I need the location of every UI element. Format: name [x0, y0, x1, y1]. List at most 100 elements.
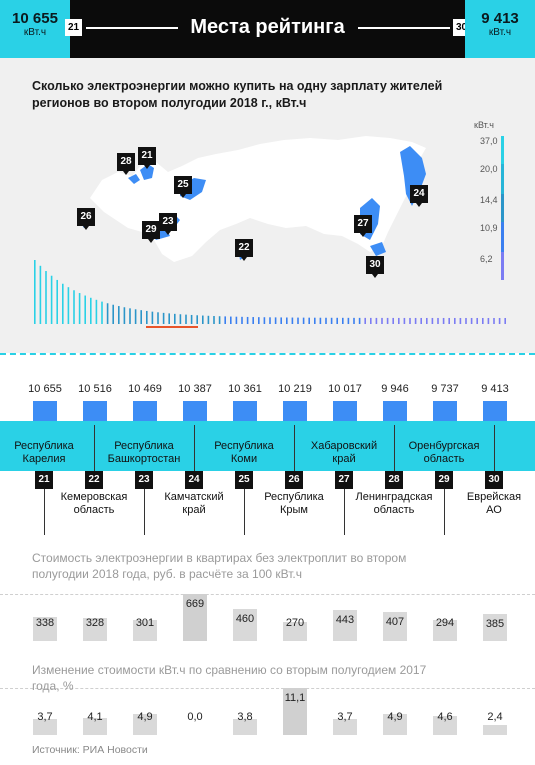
- cost-dashed-line: [0, 594, 535, 595]
- top-bar: [233, 401, 257, 421]
- region-name: Республика Башкортостан: [107, 440, 181, 465]
- distribution-bar: [314, 317, 316, 324]
- bar: [483, 724, 507, 735]
- distribution-bar: [224, 316, 226, 324]
- distribution-bar: [381, 317, 383, 324]
- region-leningrad: [128, 174, 140, 184]
- distribution-bar: [50, 275, 53, 324]
- bar-value-label: 3,8: [237, 711, 253, 723]
- bar: [433, 620, 457, 641]
- distribution-bar: [62, 283, 64, 324]
- connector-line: [244, 489, 245, 535]
- header-right-unit: кВт.ч: [488, 27, 512, 38]
- region-name: Ленинградская область: [355, 491, 433, 516]
- bar-value-label: 460: [235, 612, 255, 625]
- top-bar: [283, 401, 307, 421]
- bar: [33, 617, 57, 641]
- connector-line: [44, 489, 45, 535]
- rank-box: 29: [435, 471, 453, 489]
- page-title: Места рейтинга: [190, 16, 345, 38]
- bar-value-label: 338: [35, 617, 55, 629]
- distribution-bar: [297, 317, 299, 324]
- map-pin-22: 22: [235, 239, 253, 261]
- bar-value-label: 4,9: [387, 711, 403, 723]
- distribution-bar: [426, 317, 428, 324]
- distribution-bar: [73, 290, 75, 324]
- top-bar: [433, 401, 457, 421]
- bar-value-label: 669: [185, 598, 205, 610]
- distribution-bar: [504, 317, 506, 324]
- top-bar: [333, 401, 357, 421]
- bar-value-label: 407: [385, 616, 405, 629]
- distribution-bar: [123, 307, 126, 324]
- distribution-bar: [185, 314, 187, 324]
- map-pin-29: 29: [142, 221, 160, 243]
- region-name: Республика Коми: [214, 440, 274, 465]
- map-pin-26: 26: [77, 208, 95, 230]
- top-bar: [83, 401, 107, 421]
- distribution-bar: [134, 309, 137, 324]
- header-right-value-box: 9 413 кВт.ч: [465, 0, 535, 58]
- top-bar: [383, 401, 407, 421]
- connector-line: [394, 425, 395, 471]
- scale-label-4: 10,9: [480, 223, 498, 233]
- distribution-bar: [319, 317, 322, 324]
- bar: [283, 688, 307, 735]
- scale-label-2: 20,0: [480, 164, 498, 174]
- bar: [483, 613, 507, 641]
- header-left-line: [86, 27, 178, 29]
- bar: [383, 612, 407, 641]
- distribution-bar: [448, 317, 450, 324]
- map-pin-27: 27: [354, 215, 372, 237]
- bar: [83, 717, 107, 735]
- distribution-bar: [465, 317, 467, 324]
- map-pin-24: 24: [410, 185, 428, 207]
- header-right-value: 9 413: [481, 10, 519, 27]
- scale-bar-3: [501, 194, 504, 222]
- distribution-bar: [375, 317, 378, 324]
- distribution-bar: [487, 317, 490, 324]
- distribution-bar: [162, 312, 165, 324]
- distribution-bar: [482, 317, 484, 324]
- distribution-bar: [454, 317, 456, 324]
- top-value: 10 469: [128, 383, 162, 395]
- russia-map: [80, 136, 426, 262]
- bar-value-label: 443: [335, 613, 355, 626]
- distribution-bar: [498, 317, 501, 324]
- distribution-bar: [90, 297, 92, 324]
- distribution-bar: [106, 303, 109, 324]
- map-title: Сколько электроэнергии можно купить на о…: [32, 79, 443, 110]
- bar: [133, 619, 157, 641]
- distribution-bar: [364, 317, 366, 324]
- distribution-bar: [67, 287, 70, 324]
- distribution-bar: [392, 317, 394, 324]
- region-name: Кемеровская область: [60, 491, 128, 516]
- scale-label-5: 6,2: [480, 254, 493, 264]
- rank-box: 22: [85, 471, 103, 489]
- distribution-bar: [420, 317, 422, 324]
- bar-value-label: 4,6: [437, 711, 453, 723]
- distribution-bar: [140, 310, 142, 324]
- distribution-bar: [39, 265, 42, 324]
- top-value: 10 655: [28, 383, 62, 395]
- bar-value-label: 328: [85, 617, 105, 629]
- scale-bar-5: [501, 252, 504, 280]
- distribution-bar: [353, 317, 355, 324]
- distribution-bar: [168, 313, 170, 324]
- distribution-bar: [101, 301, 103, 324]
- header: 10 655 кВт.ч 21 Места рейтинга 30 9 413 …: [0, 0, 535, 58]
- distribution-bar: [95, 299, 98, 324]
- map-panel: Сколько электроэнергии можно купить на о…: [0, 58, 535, 353]
- connector-line: [344, 489, 345, 535]
- map-pin-28: 28: [117, 153, 135, 175]
- bar-value-label: 11,1: [284, 692, 306, 704]
- distribution-bar: [202, 315, 204, 324]
- top-bar: [33, 401, 57, 421]
- bar-value-label: 3,7: [37, 711, 53, 723]
- map-pin-25: 25: [174, 176, 192, 198]
- distribution-bar: [269, 317, 271, 324]
- bar-value-label: 294: [435, 617, 455, 629]
- header-title-bar: 21 Места рейтинга 30: [65, 0, 470, 58]
- distribution-bar: [330, 317, 333, 324]
- distribution-bar: [146, 310, 148, 324]
